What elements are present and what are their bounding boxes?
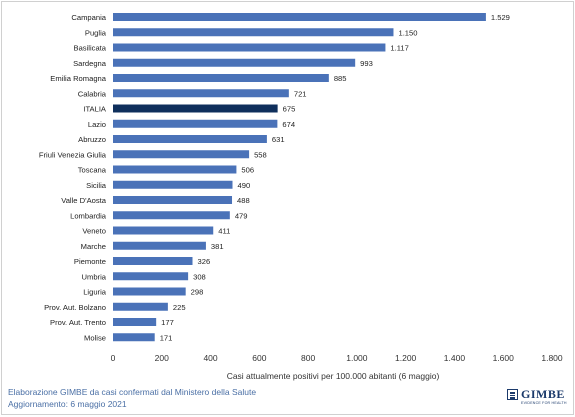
logo-name: GIMBE xyxy=(521,387,565,401)
bar-basilicata xyxy=(113,43,386,52)
bar-piemonte xyxy=(113,257,193,265)
bar-calabria xyxy=(113,89,289,98)
category-label: Sardegna xyxy=(73,59,107,68)
bar-molise xyxy=(113,333,155,342)
bar-abruzzo xyxy=(113,135,267,143)
x-tick-label: 1.000 xyxy=(346,353,368,363)
bar-puglia xyxy=(113,28,394,37)
category-label: Liguria xyxy=(83,288,107,297)
category-label: Basilicata xyxy=(74,44,107,53)
bar-campania xyxy=(113,13,486,21)
bar-lazio xyxy=(113,119,278,128)
bar-veneto xyxy=(113,226,214,235)
x-tick-label: 400 xyxy=(203,353,217,363)
update-note: Aggiornamento: 6 maggio 2021 xyxy=(8,399,127,409)
category-label: Friuli Venezia Giulia xyxy=(39,150,107,159)
bar-lombardia xyxy=(113,211,230,220)
bar-prov-aut-bolzano xyxy=(113,302,168,311)
category-label: Molise xyxy=(84,333,106,342)
category-label: Prov. Aut. Trento xyxy=(50,318,106,327)
category-label: Toscana xyxy=(78,166,107,175)
logo-mark-icon xyxy=(507,389,518,400)
category-label: Umbria xyxy=(82,272,107,281)
category-label: Veneto xyxy=(82,227,106,236)
value-label: 488 xyxy=(237,196,250,205)
value-label: 558 xyxy=(254,150,267,159)
value-label: 490 xyxy=(238,181,251,190)
value-label: 1.150 xyxy=(398,28,417,37)
value-label: 308 xyxy=(193,272,206,281)
bar-umbria xyxy=(113,272,189,281)
x-tick-labels: 0 200 400 600 800 1.000 1.200 1.400 1.600 1.800 xyxy=(111,353,563,363)
x-tick-label: 0 xyxy=(111,353,116,363)
bar-valle-d-aosta xyxy=(113,196,233,204)
x-tick-label: 1.200 xyxy=(395,353,417,363)
value-label: 381 xyxy=(211,242,224,251)
x-tick-label: 800 xyxy=(301,353,315,363)
value-label: 225 xyxy=(173,303,186,312)
category-label: Piemonte xyxy=(74,257,106,266)
value-label: 993 xyxy=(360,59,373,68)
x-axis-label: Casi attualmente positivi per 100.000 ab… xyxy=(227,371,440,381)
value-label: 326 xyxy=(198,257,211,266)
category-label: Valle D'Aosta xyxy=(61,196,107,205)
category-label: Marche xyxy=(81,242,106,251)
value-label: 1.529 xyxy=(491,13,510,22)
category-label: Calabria xyxy=(78,89,107,98)
bar-italia xyxy=(113,104,278,113)
category-label: Puglia xyxy=(85,28,107,37)
category-label: Lombardia xyxy=(70,211,107,220)
bar-friuli-venezia-giulia xyxy=(113,150,250,159)
bar-liguria xyxy=(113,287,186,296)
value-label: 674 xyxy=(282,120,295,129)
value-label: 411 xyxy=(218,227,230,236)
bar-prov-aut-trento xyxy=(113,318,157,326)
value-label: 177 xyxy=(161,318,174,327)
gimbe-logo: GIMBE EVIDENCE FOR HEALTH xyxy=(507,387,567,411)
x-tick-label: 1.800 xyxy=(541,353,563,363)
category-label: ITALIA xyxy=(83,105,107,114)
bar-toscana xyxy=(113,165,237,174)
bar-group xyxy=(113,13,486,342)
category-label: Prov. Aut. Bolzano xyxy=(44,303,106,312)
bar-emilia-romagna xyxy=(113,74,329,82)
source-note: Elaborazione GIMBE da casi confermati da… xyxy=(8,387,257,397)
value-label: 171 xyxy=(160,333,173,342)
value-label: 479 xyxy=(235,211,248,220)
value-label: 298 xyxy=(191,288,204,297)
value-label: 1.117 xyxy=(390,44,408,53)
value-label: 506 xyxy=(241,166,254,175)
x-tick-label: 1.400 xyxy=(444,353,466,363)
value-label: 721 xyxy=(294,89,307,98)
x-tick-label: 600 xyxy=(252,353,266,363)
value-label: 675 xyxy=(283,105,296,114)
category-label: Sicilia xyxy=(86,181,107,190)
category-label: Lazio xyxy=(88,120,106,129)
category-label: Campania xyxy=(71,13,106,22)
category-label: Abruzzo xyxy=(78,135,106,144)
category-labels: Campania Puglia Basilicata Sardegna Emilia R… xyxy=(39,13,107,342)
category-label: Emilia Romagna xyxy=(50,74,106,83)
value-label: 885 xyxy=(334,74,347,83)
bar-sicilia xyxy=(113,180,233,189)
bar-sardegna xyxy=(113,58,356,67)
bar-marche xyxy=(113,241,206,250)
x-tick-label: 1.600 xyxy=(493,353,515,363)
x-tick-label: 200 xyxy=(155,353,169,363)
logo-tagline: EVIDENCE FOR HEALTH xyxy=(521,401,567,405)
value-label: 631 xyxy=(272,135,285,144)
